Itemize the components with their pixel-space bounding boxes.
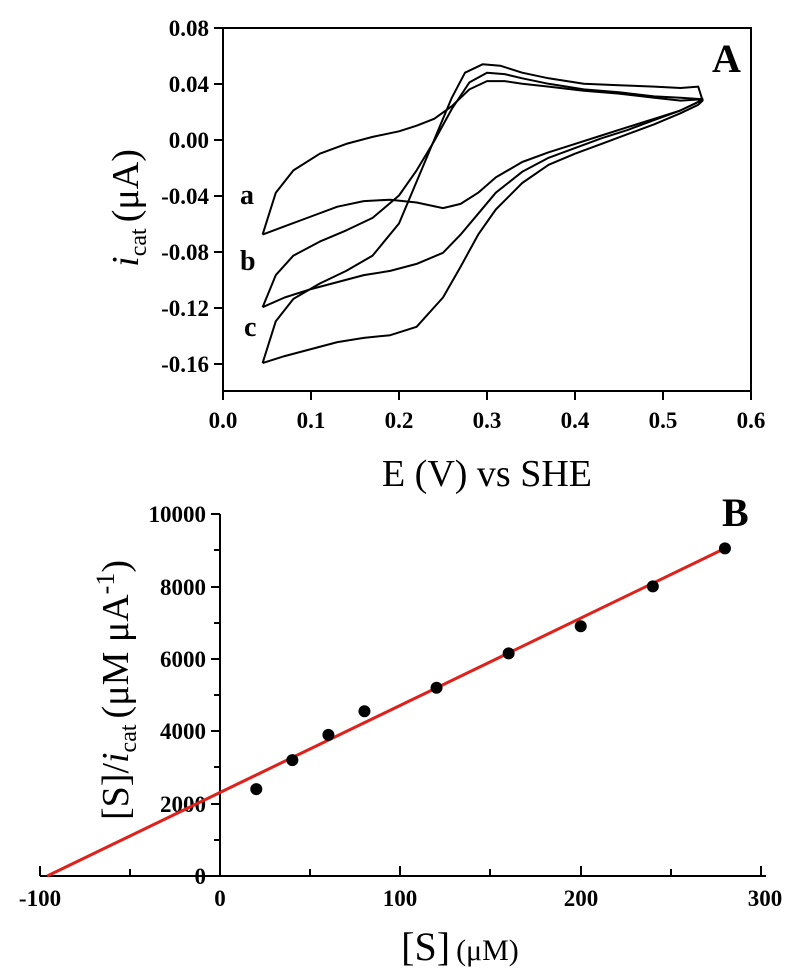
- a-ytick-label: -0.04: [161, 184, 209, 209]
- a-xtick-label: 0.5: [649, 408, 678, 433]
- cv-curve-c: [261, 63, 704, 365]
- a-xtick-label: 0.2: [385, 408, 414, 433]
- a-x-axis-label: E (V) vs SHE: [382, 453, 592, 495]
- a-xtick-label: 0.3: [473, 408, 502, 433]
- curve-label-b: b: [240, 246, 256, 277]
- b-x-axis-label: [S] (μM): [401, 924, 519, 969]
- panel-a-frame: [222, 27, 752, 392]
- a-ytick-label: 0.00: [169, 128, 209, 153]
- a-ytick-label: -0.08: [161, 240, 209, 265]
- data-point: [574, 620, 587, 633]
- a-xtick-label: 0.6: [737, 408, 766, 433]
- data-point: [322, 728, 335, 741]
- panel-b-x-ticks: -100 0 100 200 300: [19, 866, 782, 911]
- data-point: [718, 542, 731, 555]
- data-point: [646, 580, 659, 593]
- a-xtick-label: 0.0: [209, 408, 238, 433]
- panel-a: 0.0 0.1 0.2 0.3 0.4 0.5 0.6 0.08 0.04 0.…: [105, 16, 765, 495]
- fit-line: [46, 547, 726, 878]
- panel-b-y-ticks: 10000 8000 6000 4000 2000 0: [149, 502, 220, 889]
- panel-a-y-ticks: 0.08 0.04 0.00 -0.04 -0.08 -0.12 -0.16: [161, 16, 223, 377]
- b-xtick-label: -100: [19, 886, 61, 911]
- data-point: [358, 705, 371, 718]
- b-xtick-label: 0: [214, 886, 226, 911]
- a-y-axis-label: icat(μA): [105, 149, 152, 267]
- b-y-axis-label: [S]/icat(μM μA-1): [91, 560, 142, 820]
- b-ytick-label: 2000: [160, 792, 206, 817]
- b-ytick-label: 10000: [149, 502, 207, 527]
- cv-curve-a: [261, 80, 704, 236]
- b-xtick-label: 200: [564, 886, 599, 911]
- curve-label-c: c: [244, 312, 256, 343]
- a-xtick-label: 0.4: [561, 408, 590, 433]
- a-xtick-label: 0.1: [297, 408, 326, 433]
- a-ytick-label: -0.16: [161, 352, 209, 377]
- a-ytick-label: -0.12: [161, 296, 209, 321]
- a-ytick-label: 0.04: [169, 72, 210, 97]
- curve-label-a: a: [240, 180, 254, 211]
- panel-a-curves: [261, 63, 704, 365]
- b-xtick-label: 100: [383, 886, 418, 911]
- panel-b-plot: [46, 542, 731, 878]
- panel-a-x-ticks: 0.0 0.1 0.2 0.3 0.4 0.5 0.6: [209, 391, 766, 433]
- b-ytick-label: 0: [195, 864, 207, 889]
- b-ytick-label: 8000: [160, 575, 206, 600]
- data-point: [502, 647, 515, 660]
- panel-label-b: B: [722, 490, 749, 535]
- panel-label-a: A: [712, 36, 741, 81]
- b-ytick-label: 4000: [160, 719, 206, 744]
- b-ytick-label: 6000: [160, 647, 206, 672]
- b-xtick-label: 300: [748, 886, 783, 911]
- data-point: [250, 783, 263, 796]
- panel-b: -100 0 100 200 300 10000 8000 6000 4000 …: [19, 490, 782, 969]
- data-point: [430, 681, 443, 694]
- data-point: [286, 754, 299, 767]
- a-ytick-label: 0.08: [169, 16, 209, 41]
